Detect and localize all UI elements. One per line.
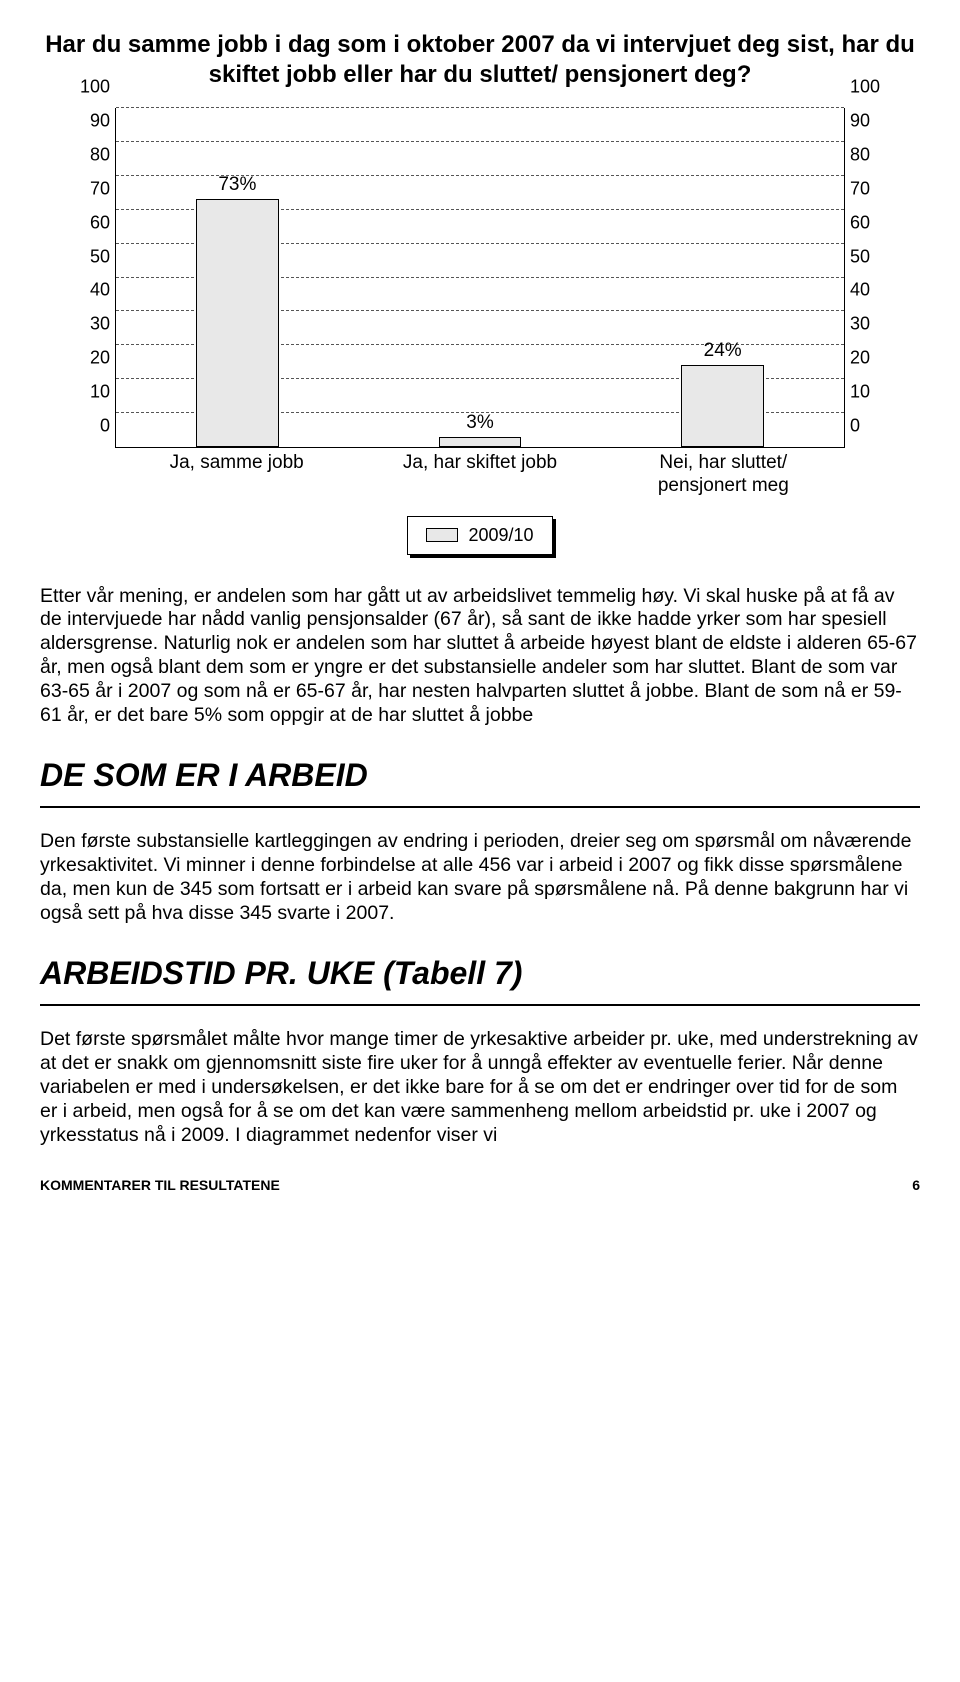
chart-x-labels: Ja, samme jobbJa, har skiftet jobbNei, h… xyxy=(115,452,845,498)
chart-ytick-left: 20 xyxy=(76,348,110,369)
chart-bar: 3% xyxy=(439,437,522,447)
chart-ytick-left: 10 xyxy=(76,382,110,403)
legend-label: 2009/10 xyxy=(468,525,533,546)
chart-ytick-right: 80 xyxy=(850,144,884,165)
heading-de-som-er-i-arbeid: DE SOM ER I ARBEID xyxy=(40,757,920,794)
chart-ytick-left: 80 xyxy=(76,144,110,165)
paragraph-analysis-1: Etter vår mening, er andelen som har gåt… xyxy=(40,585,920,728)
footer-page-number: 6 xyxy=(912,1177,920,1193)
page-footer: KOMMENTARER TIL RESULTATENE 6 xyxy=(40,1177,920,1193)
section-rule-1 xyxy=(40,806,920,808)
legend-swatch xyxy=(426,528,458,542)
chart-ytick-left: 30 xyxy=(76,314,110,335)
chart-ytick-left: 0 xyxy=(76,416,110,437)
heading-arbeidstid: ARBEIDSTID PR. UKE (Tabell 7) xyxy=(40,955,920,992)
chart-ytick-left: 50 xyxy=(76,246,110,267)
chart-legend: 2009/10 xyxy=(40,516,920,555)
chart-bar: 24% xyxy=(681,365,764,447)
chart-bar-group: 24% xyxy=(601,108,844,447)
chart-bar-value-label: 73% xyxy=(218,174,256,196)
chart-ytick-right: 20 xyxy=(850,348,884,369)
chart-ytick-right: 10 xyxy=(850,382,884,403)
chart-ytick-left: 100 xyxy=(76,77,110,98)
chart-bar-group: 73% xyxy=(116,108,359,447)
chart-ytick-left: 60 xyxy=(76,212,110,233)
chart-bar-group: 3% xyxy=(359,108,602,447)
chart-ytick-right: 0 xyxy=(850,416,884,437)
paragraph-analysis-2: Den første substansielle kartleggingen a… xyxy=(40,830,920,925)
chart-ytick-left: 90 xyxy=(76,110,110,131)
chart-x-label: Ja, samme jobb xyxy=(115,452,358,498)
paragraph-analysis-3: Det første spørsmålet målte hvor mange t… xyxy=(40,1028,920,1147)
chart-x-label: Nei, har sluttet/pensjonert meg xyxy=(602,452,845,498)
chart-ytick-right: 100 xyxy=(850,77,884,98)
footer-left: KOMMENTARER TIL RESULTATENE xyxy=(40,1177,280,1193)
legend-box: 2009/10 xyxy=(407,516,552,555)
chart-bar: 73% xyxy=(196,199,279,447)
chart-ytick-right: 70 xyxy=(850,178,884,199)
chart-ytick-left: 70 xyxy=(76,178,110,199)
chart-bar-value-label: 24% xyxy=(704,340,742,362)
chart-ytick-right: 60 xyxy=(850,212,884,233)
chart-ytick-right: 50 xyxy=(850,246,884,267)
chart-bar-value-label: 3% xyxy=(466,412,493,434)
chart-x-label: Ja, har skiftet jobb xyxy=(358,452,601,498)
chart-ytick-right: 30 xyxy=(850,314,884,335)
chart-title: Har du samme jobb i dag som i oktober 20… xyxy=(40,30,920,90)
chart-plot-area: 0010102020303040405050606070708080909010… xyxy=(115,108,845,448)
chart-ytick-left: 40 xyxy=(76,280,110,301)
section-rule-2 xyxy=(40,1004,920,1006)
bar-chart: 0010102020303040405050606070708080909010… xyxy=(70,108,890,498)
chart-ytick-right: 40 xyxy=(850,280,884,301)
chart-ytick-right: 90 xyxy=(850,110,884,131)
